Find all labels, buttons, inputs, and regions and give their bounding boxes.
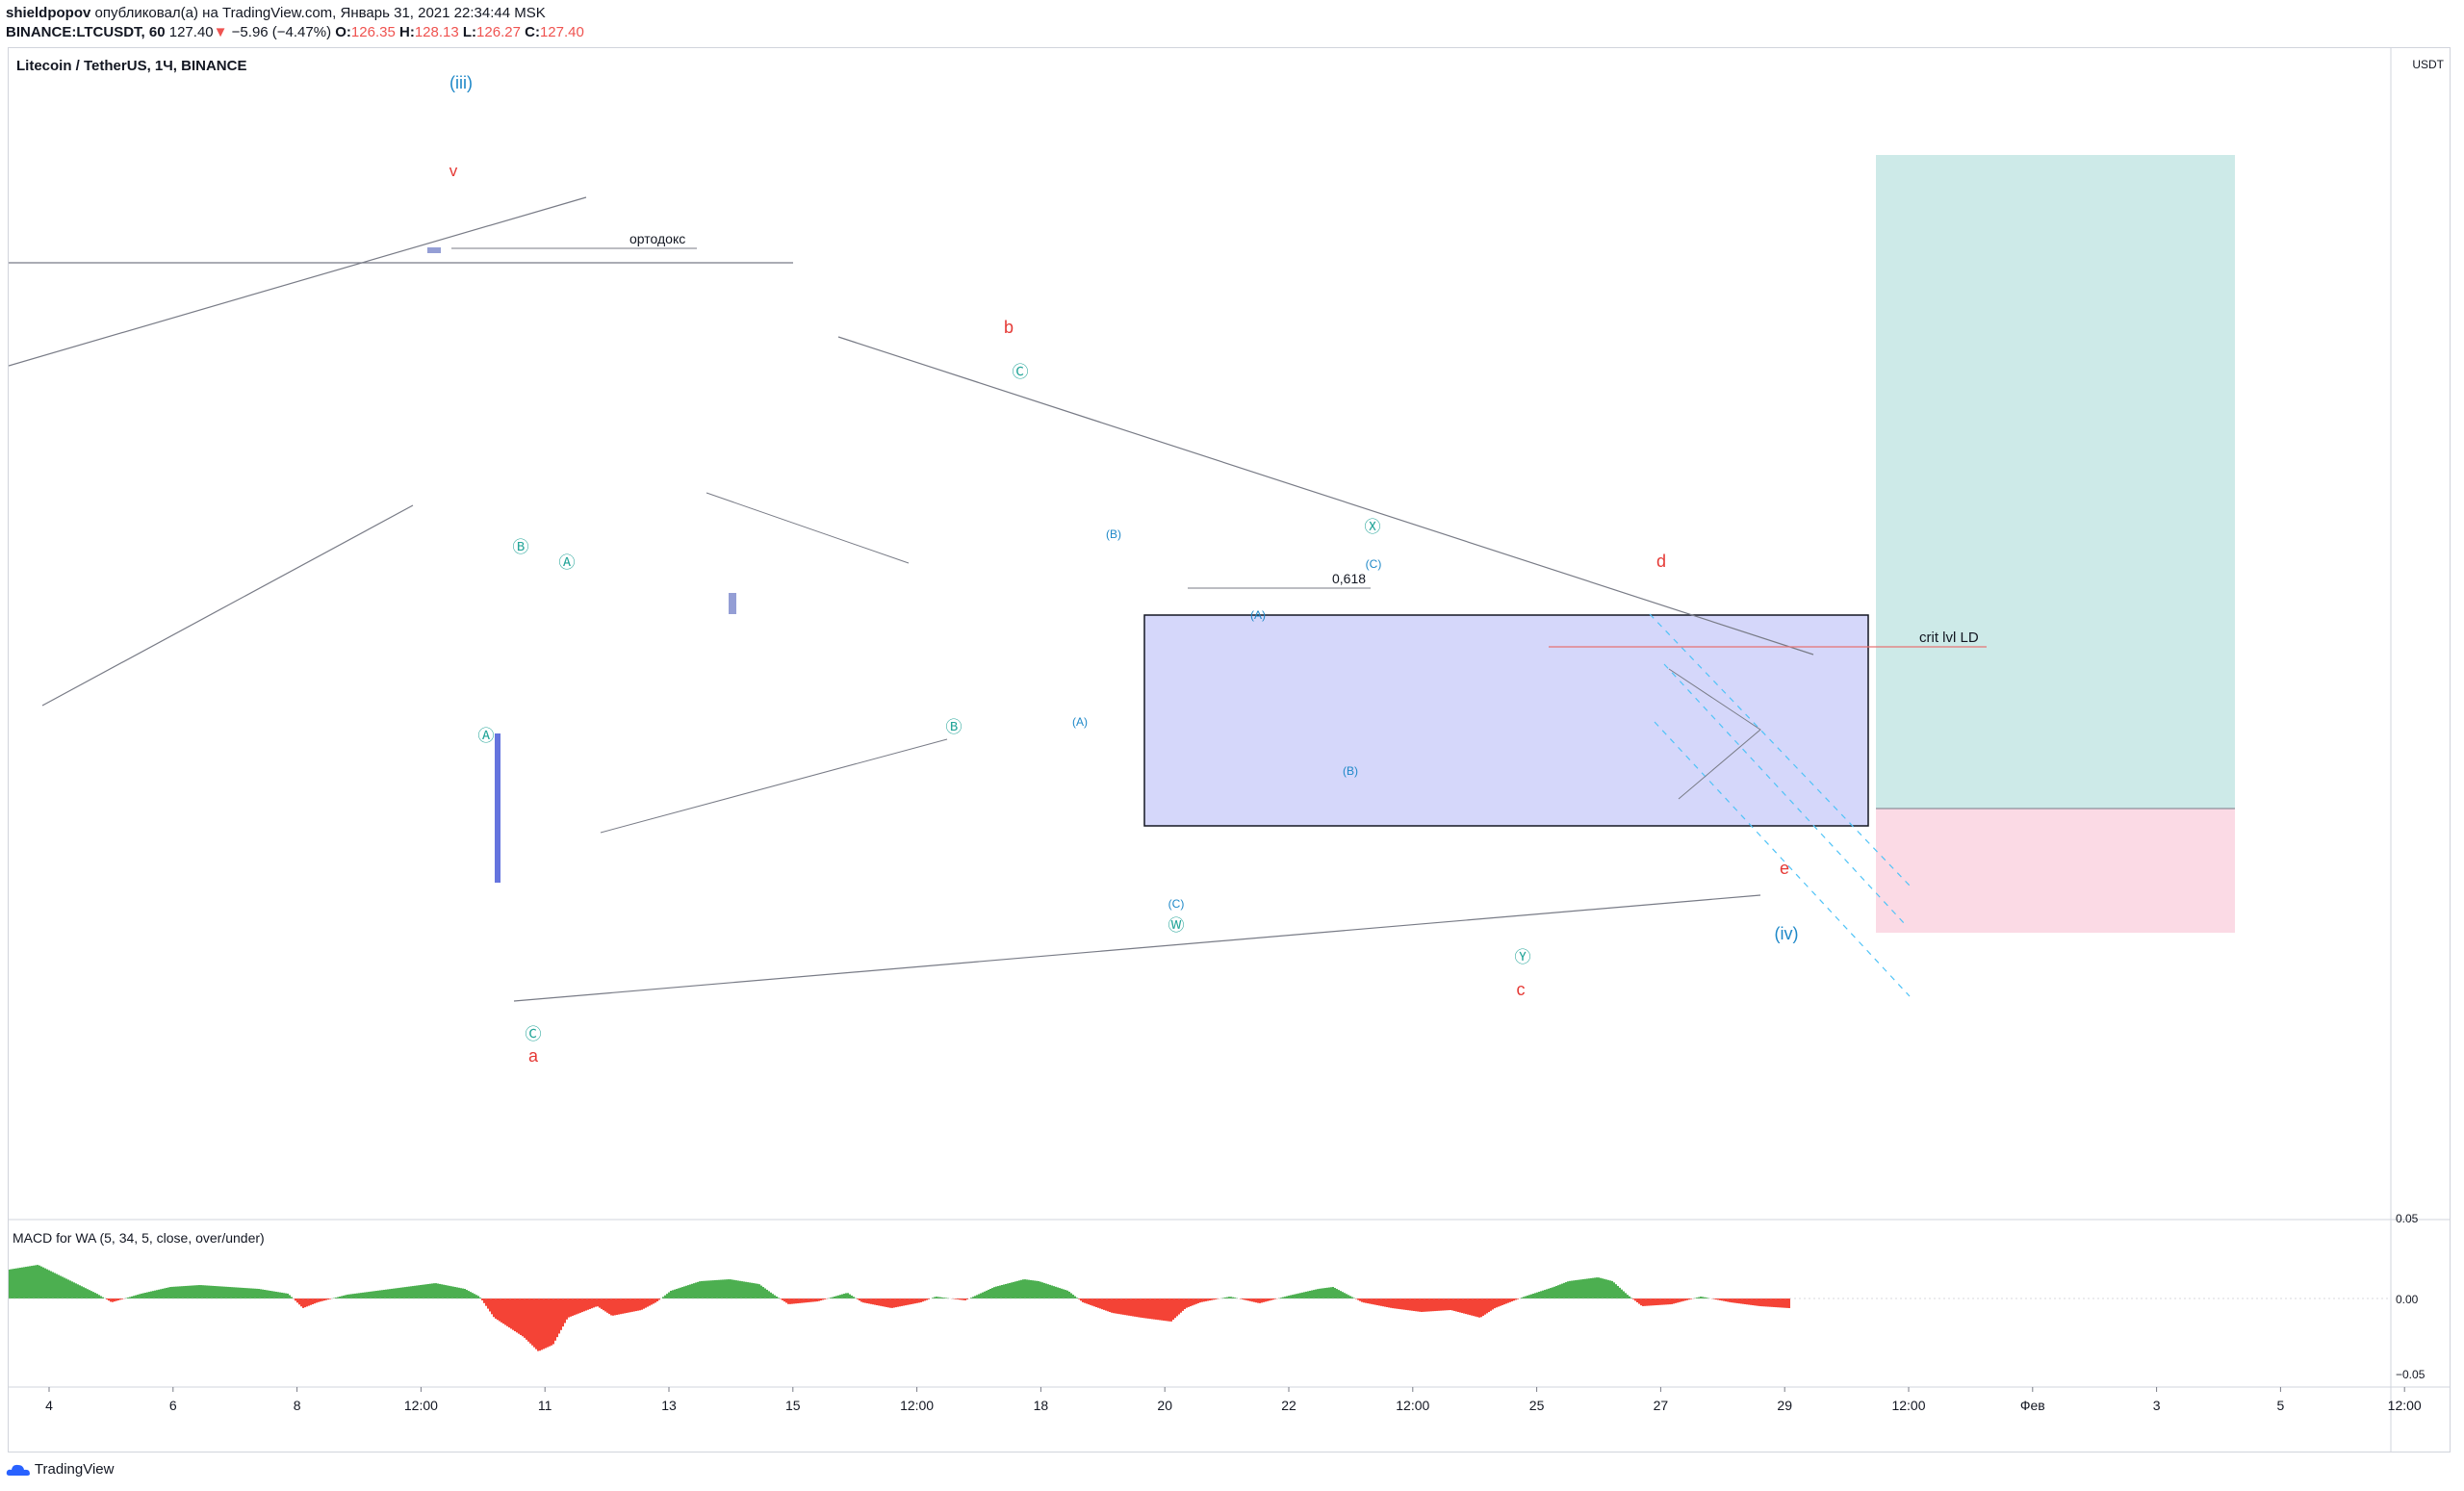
wave-label: Ⓐ bbox=[478, 727, 495, 745]
x-tick-label: 18 bbox=[1034, 1398, 1049, 1413]
x-tick-label: 12:00 bbox=[1396, 1398, 1429, 1413]
close-label: C: bbox=[525, 24, 540, 40]
wave-label: (iv) bbox=[1775, 924, 1799, 943]
wave-label: Ⓐ bbox=[559, 553, 576, 572]
fib-label: 0,618 bbox=[1332, 571, 1366, 586]
open-label: O: bbox=[335, 24, 351, 40]
wave-label: (B) bbox=[1106, 527, 1121, 541]
low-value: 126.27 bbox=[476, 24, 521, 40]
range-box[interactable] bbox=[1143, 614, 1869, 827]
x-tick-label: 29 bbox=[1777, 1398, 1792, 1413]
x-tick-label: 3 bbox=[2153, 1398, 2161, 1413]
x-tick-label: 15 bbox=[785, 1398, 801, 1413]
wedge-upper-line[interactable] bbox=[706, 492, 910, 564]
triangle-lower-line[interactable] bbox=[513, 894, 1761, 1002]
macd-upper-label: 0.05 bbox=[2396, 1212, 2419, 1225]
low-label: L: bbox=[462, 24, 477, 40]
time-axis[interactable]: 4 6 8 12:00 11 13 15 12:00 18 20 22 12:00 25 27 29 12:0… bbox=[45, 1387, 2450, 1413]
change-value: −5.96 (−4.47%) bbox=[231, 24, 332, 40]
x-tick-label: 22 bbox=[1281, 1398, 1296, 1413]
x-tick-label: Фев bbox=[2020, 1398, 2045, 1413]
x-tick-label: 13 bbox=[661, 1398, 677, 1413]
last-price: 127.40 bbox=[168, 24, 214, 40]
wedge-lower-line[interactable] bbox=[600, 738, 948, 834]
wave-label: v bbox=[449, 162, 458, 180]
wave-label: d bbox=[1656, 552, 1666, 571]
wave-labels: (iii) v b d a c e (iv) Ⓑ Ⓐ Ⓒ Ⓑ Ⓐ Ⓒ Ⓧ Ⓦ Ⓨ (A) (B) (C) (A) (B) (… bbox=[449, 73, 1799, 1066]
ohlc-line: BINANCE:LTCUSDT, 60 127.40▼ −5.96 (−4.47… bbox=[6, 23, 584, 42]
macd-lower-label: −0.05 bbox=[2396, 1368, 2426, 1381]
publish-info: опубликовал(а) на TradingView.com, Январ… bbox=[94, 5, 546, 21]
tradingview-cloud-icon bbox=[6, 1464, 31, 1477]
wave-label: Ⓧ bbox=[1365, 518, 1381, 536]
long-position-stop-zone[interactable] bbox=[1876, 809, 2235, 933]
x-tick-label: 5 bbox=[2277, 1398, 2285, 1413]
long-position-target-zone[interactable] bbox=[1876, 155, 2235, 809]
wave-label: b bbox=[1004, 318, 1014, 337]
x-tick-label: 6 bbox=[169, 1398, 177, 1413]
close-value: 127.40 bbox=[539, 24, 584, 40]
open-value: 126.35 bbox=[350, 24, 396, 40]
wave-label: Ⓑ bbox=[513, 538, 529, 556]
tradingview-logo[interactable]: TradingView bbox=[6, 1461, 114, 1478]
wave-label: Ⓨ bbox=[1515, 948, 1531, 966]
wave-label: Ⓒ bbox=[526, 1025, 542, 1043]
volume-bar-marker bbox=[495, 733, 500, 883]
symbol-label: BINANCE:LTCUSDT, 60 bbox=[6, 24, 166, 40]
chart-header: shieldpopov опубликовал(а) на TradingVie… bbox=[6, 4, 584, 42]
currency-label: USDT bbox=[2412, 58, 2444, 71]
macd-title: MACD for WA (5, 34, 5, close, over/under… bbox=[13, 1230, 265, 1246]
upper-channel-line[interactable] bbox=[9, 196, 587, 367]
volume-bar-marker-3 bbox=[427, 247, 441, 253]
chart-area[interactable]: Litecoin / TetherUS, 1Ч, BINANCE USDT ор… bbox=[8, 47, 2451, 1452]
x-tick-label: 12:00 bbox=[404, 1398, 438, 1413]
x-tick-label: 12:00 bbox=[1891, 1398, 1925, 1413]
wave-label: (B) bbox=[1343, 764, 1358, 778]
x-tick-label: 12:00 bbox=[2388, 1398, 2422, 1413]
wave-label: Ⓑ bbox=[946, 718, 962, 736]
crit-level-label: crit lvl LD bbox=[1919, 630, 1979, 646]
x-tick-label: 4 bbox=[45, 1398, 53, 1413]
wave-label: (iii) bbox=[449, 73, 473, 92]
brand-label: TradingView bbox=[34, 1461, 115, 1478]
small-triangle[interactable] bbox=[1668, 668, 1761, 800]
high-label: H: bbox=[398, 24, 415, 40]
channel-dash-2 bbox=[1663, 663, 1906, 925]
wave-label: (A) bbox=[1250, 608, 1266, 622]
high-value: 128.13 bbox=[414, 24, 459, 40]
publish-line: shieldpopov опубликовал(а) на TradingVie… bbox=[6, 4, 584, 23]
wave-label: e bbox=[1780, 859, 1789, 878]
triangle-upper-line[interactable] bbox=[837, 336, 1814, 656]
x-tick-label: 12:00 bbox=[900, 1398, 934, 1413]
lower-channel-line[interactable] bbox=[41, 504, 414, 707]
x-tick-label: 27 bbox=[1654, 1398, 1669, 1413]
chart-canvas[interactable]: Litecoin / TetherUS, 1Ч, BINANCE USDT ор… bbox=[9, 48, 2450, 1452]
orthodox-label: ортодокс bbox=[629, 231, 685, 246]
wave-label: (C) bbox=[1168, 897, 1185, 911]
x-tick-label: 20 bbox=[1157, 1398, 1172, 1413]
wave-label: c bbox=[1517, 980, 1526, 999]
author-name[interactable]: shieldpopov bbox=[6, 5, 91, 21]
chart-title: Litecoin / TetherUS, 1Ч, BINANCE bbox=[16, 58, 246, 74]
change-arrow: ▼ bbox=[213, 24, 228, 40]
channel-dash-3 bbox=[1654, 721, 1911, 997]
x-tick-label: 25 bbox=[1529, 1398, 1545, 1413]
x-tick-label: 8 bbox=[294, 1398, 301, 1413]
wave-label: (A) bbox=[1072, 715, 1088, 729]
wave-label: Ⓦ bbox=[1168, 916, 1185, 935]
volume-bar-marker-2 bbox=[729, 593, 736, 614]
macd-histogram[interactable] bbox=[9, 1265, 2391, 1351]
channel-dash-1 bbox=[1649, 613, 1911, 887]
macd-zero-label: 0.00 bbox=[2396, 1293, 2419, 1306]
wave-label: a bbox=[528, 1046, 539, 1066]
wave-label: Ⓒ bbox=[1013, 363, 1029, 381]
wave-label: (C) bbox=[1366, 557, 1382, 571]
x-tick-label: 11 bbox=[538, 1398, 552, 1413]
